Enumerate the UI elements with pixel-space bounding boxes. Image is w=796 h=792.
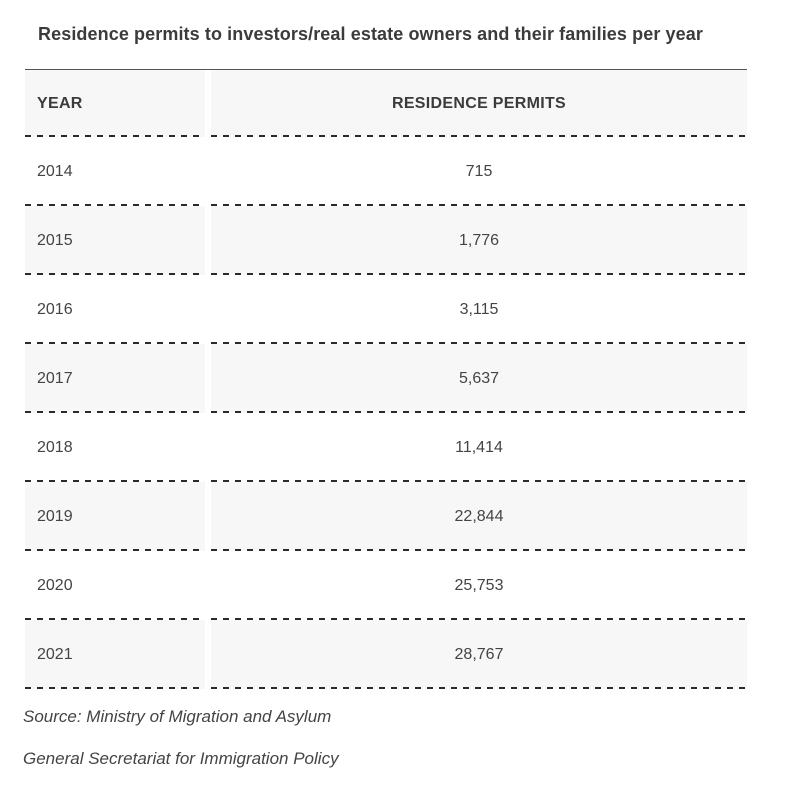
permits-cell: 22,844 [211, 482, 747, 551]
permits-value: 1,776 [458, 231, 500, 249]
year-value: 2020 [37, 576, 73, 594]
permits-value: 22,844 [454, 507, 504, 525]
header-cell-year: YEAR [25, 70, 205, 137]
table-body: 2014 715 2015 1,776 2016 3,115 2017 5,637 2018 11… [25, 137, 747, 689]
permits-value: 11,414 [455, 438, 503, 456]
year-cell: 2016 [25, 275, 205, 344]
table-header-row: YEAR RESIDENCE PERMITS [25, 70, 747, 137]
permits-value: 25,753 [454, 576, 504, 594]
year-value: 2017 [37, 369, 73, 387]
permits-cell: 3,115 [211, 275, 747, 344]
table-row: 2020 25,753 [25, 551, 747, 620]
permits-cell: 28,767 [211, 620, 747, 689]
permits-value: 715 [465, 162, 493, 180]
year-value: 2016 [37, 300, 73, 318]
column-header-residence-permits: RESIDENCE PERMITS [391, 94, 566, 112]
permits-cell: 5,637 [211, 344, 747, 413]
table-row: 2021 28,767 [25, 620, 747, 689]
year-cell: 2020 [25, 551, 205, 620]
year-cell: 2017 [25, 344, 205, 413]
permits-value: 28,767 [454, 645, 504, 663]
chart-title: Residence permits to investors/real esta… [38, 24, 703, 44]
table-row: 2019 22,844 [25, 482, 747, 551]
year-cell: 2014 [25, 137, 205, 206]
year-value: 2014 [37, 162, 73, 180]
year-value: 2015 [37, 231, 73, 249]
permits-cell: 715 [211, 137, 747, 206]
source-note: Source: Ministry of Migration and Asylum [23, 707, 332, 726]
permits-cell: 1,776 [211, 206, 747, 275]
year-cell: 2019 [25, 482, 205, 551]
year-cell: 2018 [25, 413, 205, 482]
permits-value: 5,637 [458, 369, 500, 387]
table-row: 2018 11,414 [25, 413, 747, 482]
year-value: 2021 [37, 645, 73, 663]
source-note-secondary: General Secretariat for Immigration Poli… [23, 749, 339, 768]
permits-cell: 11,414 [211, 413, 747, 482]
column-header-year: YEAR [37, 94, 83, 112]
table-row: 2016 3,115 [25, 275, 747, 344]
year-value: 2019 [37, 507, 73, 525]
year-cell: 2015 [25, 206, 205, 275]
table-row: 2015 1,776 [25, 206, 747, 275]
table-top-rule [25, 69, 747, 70]
table-row: 2014 715 [25, 137, 747, 206]
header-cell-permits: RESIDENCE PERMITS [211, 70, 747, 137]
year-value: 2018 [37, 438, 73, 456]
year-cell: 2021 [25, 620, 205, 689]
permits-value: 3,115 [459, 300, 499, 318]
permits-table: YEAR RESIDENCE PERMITS 2014 715 2015 1,776 2… [25, 70, 747, 689]
permits-cell: 25,753 [211, 551, 747, 620]
table-row: 2017 5,637 [25, 344, 747, 413]
